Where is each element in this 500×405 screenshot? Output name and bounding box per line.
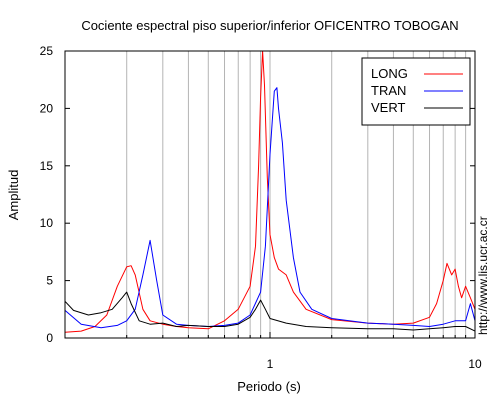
y-tick-label: 15 xyxy=(40,159,54,173)
y-axis: 0 5 10 15 20 25 xyxy=(40,44,475,345)
y-tick-label: 5 xyxy=(46,274,53,288)
series-line-long xyxy=(64,50,476,333)
y-tick-label: 20 xyxy=(40,101,54,115)
legend: LONG TRAN VERT xyxy=(361,57,471,126)
side-url-annotation: http://www.lis.ucr.ac.cr xyxy=(476,216,490,335)
x-tick-label: 10 xyxy=(468,357,482,371)
x-axis-label: Periodo (s) xyxy=(237,379,301,394)
series-line-vert xyxy=(64,291,476,332)
legend-label-vert: VERT xyxy=(371,100,405,115)
legend-label-tran: TRAN xyxy=(371,83,406,98)
y-tick-label: 0 xyxy=(46,331,53,345)
x-axis: 1 10 xyxy=(64,332,482,371)
y-tick-label: 10 xyxy=(40,216,54,230)
y-axis-label: Amplitud xyxy=(6,170,21,221)
legend-label-long: LONG xyxy=(371,66,408,81)
x-tick-label: 1 xyxy=(267,357,274,371)
chart-title: Cociente espectral piso superior/inferio… xyxy=(81,18,458,33)
y-tick-label: 25 xyxy=(40,44,54,58)
series-line-tran xyxy=(64,87,476,329)
